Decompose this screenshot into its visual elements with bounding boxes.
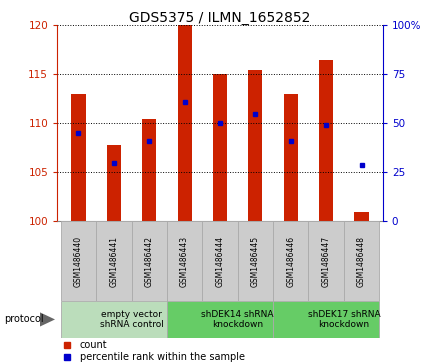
Text: GSM1486447: GSM1486447 xyxy=(322,236,331,287)
Text: GSM1486445: GSM1486445 xyxy=(251,236,260,287)
Text: shDEK14 shRNA
knockdown: shDEK14 shRNA knockdown xyxy=(202,310,274,329)
Text: percentile rank within the sample: percentile rank within the sample xyxy=(80,352,245,362)
Bar xyxy=(344,221,379,301)
Bar xyxy=(284,94,298,221)
Bar xyxy=(107,145,121,221)
Polygon shape xyxy=(40,312,55,327)
Bar xyxy=(273,221,308,301)
Text: GSM1486440: GSM1486440 xyxy=(74,236,83,287)
Text: count: count xyxy=(80,340,108,350)
Bar xyxy=(167,221,202,301)
Bar xyxy=(202,221,238,301)
Bar xyxy=(238,221,273,301)
Bar xyxy=(177,25,192,221)
Text: GSM1486441: GSM1486441 xyxy=(109,236,118,287)
Bar xyxy=(308,221,344,301)
Bar xyxy=(355,212,369,221)
Bar xyxy=(61,301,167,338)
Text: shDEK17 shRNA
knockdown: shDEK17 shRNA knockdown xyxy=(308,310,380,329)
Bar xyxy=(71,94,85,221)
Text: GSM1486444: GSM1486444 xyxy=(216,236,224,287)
Text: GSM1486442: GSM1486442 xyxy=(145,236,154,287)
Bar xyxy=(96,221,132,301)
Text: GSM1486446: GSM1486446 xyxy=(286,236,295,287)
Bar xyxy=(319,60,333,221)
Bar xyxy=(142,119,156,221)
Bar xyxy=(167,301,273,338)
Text: empty vector
shRNA control: empty vector shRNA control xyxy=(99,310,163,329)
Bar xyxy=(273,301,379,338)
Text: GSM1486443: GSM1486443 xyxy=(180,236,189,287)
Text: protocol: protocol xyxy=(4,314,44,325)
Bar xyxy=(248,70,263,221)
Bar xyxy=(132,221,167,301)
Bar xyxy=(213,74,227,221)
Text: GDS5375 / ILMN_1652852: GDS5375 / ILMN_1652852 xyxy=(129,11,311,25)
Text: GSM1486448: GSM1486448 xyxy=(357,236,366,287)
Bar xyxy=(61,221,96,301)
